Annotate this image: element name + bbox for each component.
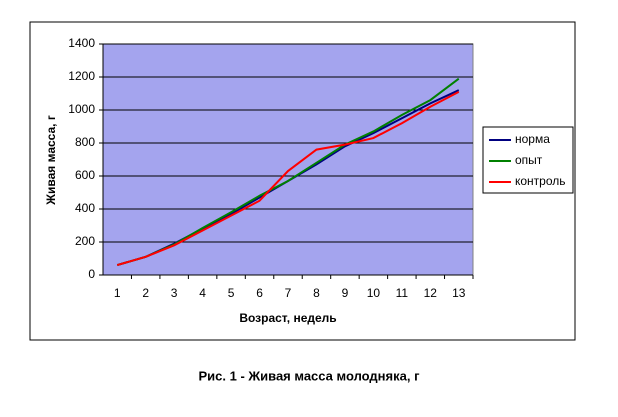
- x-tick-label: 3: [171, 286, 178, 300]
- x-tick-label: 5: [228, 286, 235, 300]
- x-tick-label: 11: [396, 286, 409, 300]
- y-tick-label: 400: [75, 201, 95, 215]
- legend-label: опыт: [515, 153, 543, 167]
- x-tick-label: 4: [199, 286, 206, 300]
- plot-area: [102, 43, 474, 276]
- y-tick-label: 800: [75, 135, 95, 149]
- x-tick-label: 7: [285, 286, 292, 300]
- y-tick-label: 1000: [68, 102, 95, 116]
- chart-title: Рис. 1 - Живая масса молодняка, г: [198, 368, 420, 383]
- x-tick-label: 1: [114, 286, 121, 300]
- x-tick-label: 9: [342, 286, 349, 300]
- x-tick-label: 10: [367, 286, 381, 300]
- y-axis-label: Живая масса, г: [44, 115, 58, 206]
- x-axis-label: Возраст, недель: [239, 311, 336, 325]
- x-tick-label: 12: [424, 286, 438, 300]
- y-tick-label: 200: [75, 234, 95, 248]
- x-tick-label: 6: [256, 286, 263, 300]
- y-tick-label: 1200: [68, 69, 95, 83]
- series-line: [116, 90, 460, 267]
- x-tick-label: 13: [452, 286, 466, 300]
- legend-label: контроль: [515, 174, 566, 188]
- legend-label: норма: [515, 132, 550, 146]
- x-tick-label: 8: [313, 286, 320, 300]
- x-tick-label: 2: [142, 286, 149, 300]
- y-tick-label: 0: [88, 267, 95, 281]
- y-tick-label: 1400: [68, 36, 95, 50]
- y-tick-label: 600: [75, 168, 95, 182]
